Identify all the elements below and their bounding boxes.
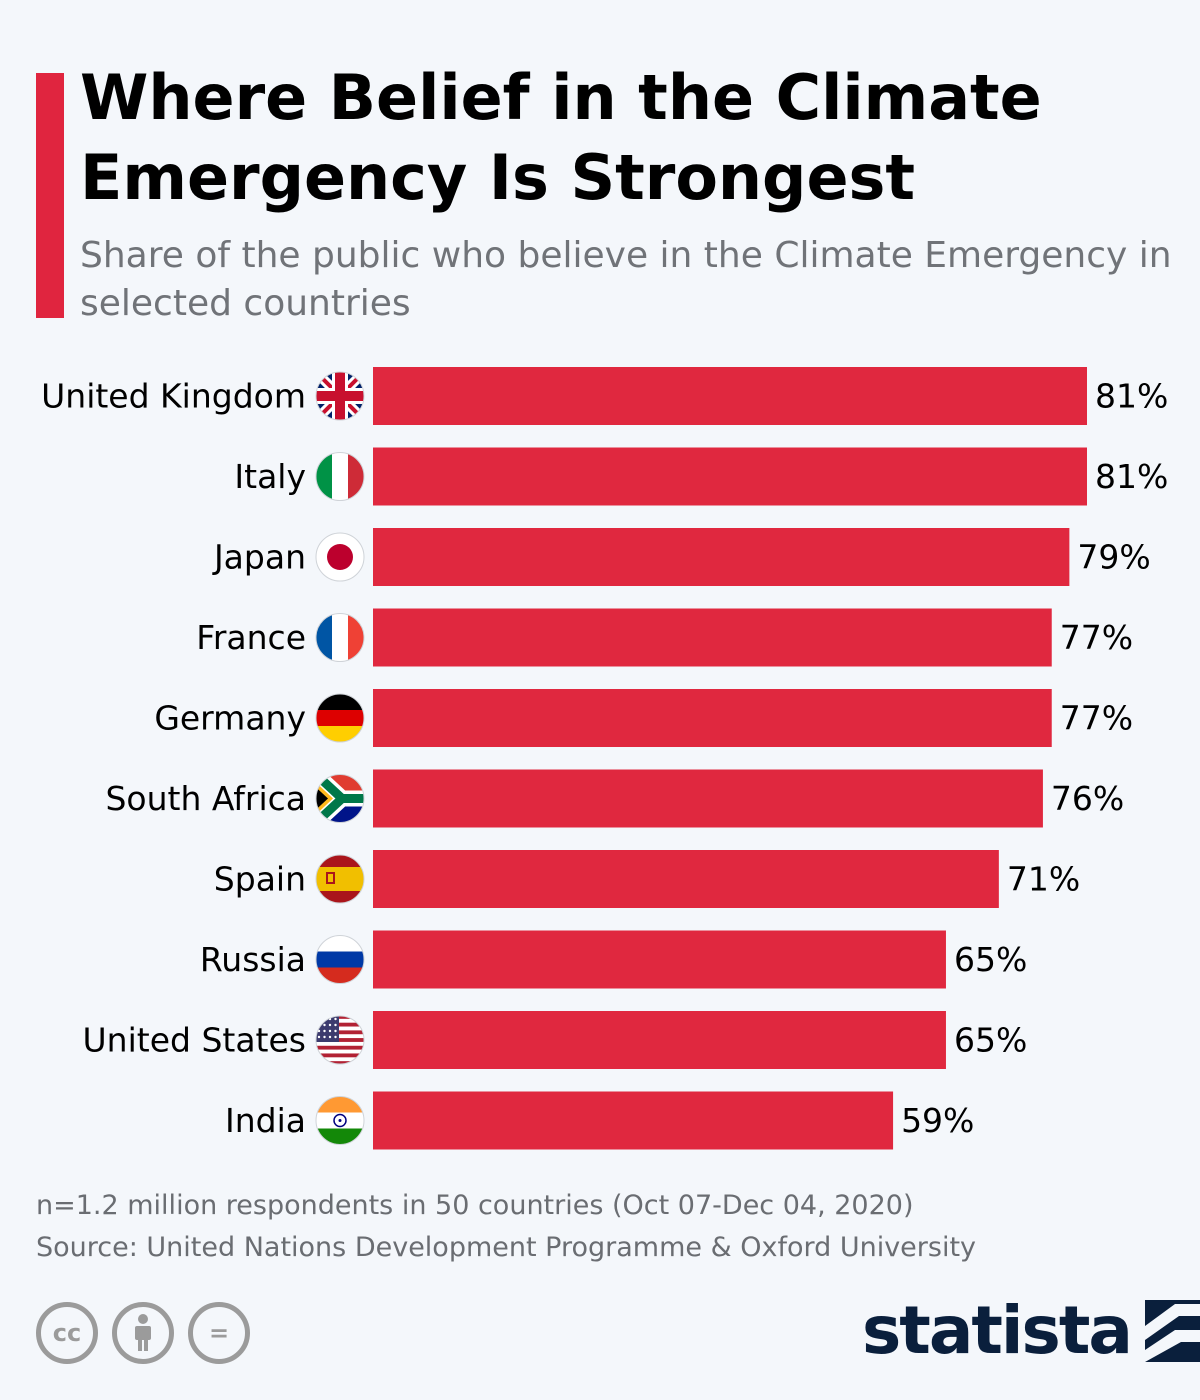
russia-flag-icon [315, 935, 365, 984]
value-label: 77% [1060, 699, 1133, 738]
no-derivatives-icon[interactable]: = [188, 1302, 250, 1364]
category-label: South Africa [105, 779, 306, 818]
value-label: 65% [954, 1021, 1027, 1060]
bar [373, 930, 946, 989]
bar-row: India 59% [225, 1091, 974, 1150]
cc-icon[interactable]: cc [36, 1302, 98, 1364]
bar-row: United Kingdom 81% [41, 367, 1168, 425]
bar-row: Japan 79% [212, 528, 1151, 586]
category-label: Japan [212, 538, 306, 577]
bar [373, 447, 1087, 506]
bar-chart: United Kingdom 81% Italy 81% Japan 79% France 7… [41, 367, 1168, 1150]
attribution-icon[interactable] [112, 1302, 174, 1364]
sample-note: n=1.2 million respondents in 50 countrie… [36, 1190, 914, 1221]
bar-row: Germany 77% [154, 689, 1133, 747]
license-icons: cc = [36, 1302, 250, 1364]
bar [373, 608, 1052, 667]
value-label: 81% [1095, 457, 1168, 496]
value-label: 76% [1051, 779, 1124, 818]
spain-flag-icon [315, 854, 365, 904]
source-note: Source: United Nations Development Progr… [36, 1232, 977, 1263]
bar-row: Spain 71% [214, 850, 1080, 908]
category-label: Italy [234, 457, 306, 496]
accent-bar [36, 73, 64, 318]
category-label: Russia [200, 940, 306, 979]
category-label: United Kingdom [41, 377, 306, 416]
value-label: 65% [954, 940, 1027, 979]
bar [373, 1091, 894, 1150]
category-label: France [196, 618, 306, 657]
bar [373, 769, 1043, 828]
value-label: 77% [1060, 618, 1133, 657]
person-glyph [135, 1314, 151, 1351]
chart-title: Where Belief in the Climate Emergency Is… [80, 61, 1042, 214]
india-flag-icon [315, 1096, 365, 1145]
bar [373, 689, 1052, 747]
bar-row: United States 65% [83, 1011, 1027, 1069]
category-label: Germany [154, 699, 306, 738]
uk-flag-icon [315, 371, 365, 421]
bar [373, 528, 1070, 586]
value-label: 71% [1007, 860, 1080, 899]
bar [373, 367, 1087, 425]
us-flag-icon [315, 1015, 365, 1065]
south-africa-flag-icon [315, 774, 365, 823]
bar-row: France 77% [196, 608, 1133, 667]
value-label: 81% [1095, 377, 1168, 416]
germany-flag-icon [315, 693, 365, 743]
statista-logo[interactable]: statista [862, 1292, 1200, 1369]
category-label: United States [83, 1021, 306, 1060]
chart-subtitle: Share of the public who believe in the C… [80, 235, 1172, 324]
value-label: 59% [901, 1101, 974, 1140]
bar [373, 1011, 946, 1069]
japan-flag-icon [315, 532, 365, 582]
statista-mark-icon [1144, 1299, 1200, 1362]
bar [373, 850, 999, 908]
italy-flag-icon [315, 452, 365, 501]
category-label: India [225, 1101, 306, 1140]
value-label: 79% [1077, 538, 1150, 577]
category-label: Spain [214, 860, 306, 899]
bar-row: Italy 81% [234, 447, 1168, 506]
bar-row: Russia 65% [200, 930, 1027, 989]
bar-row: South Africa 76% [105, 769, 1124, 828]
brand-name: statista [862, 1292, 1133, 1369]
france-flag-icon [315, 613, 365, 662]
